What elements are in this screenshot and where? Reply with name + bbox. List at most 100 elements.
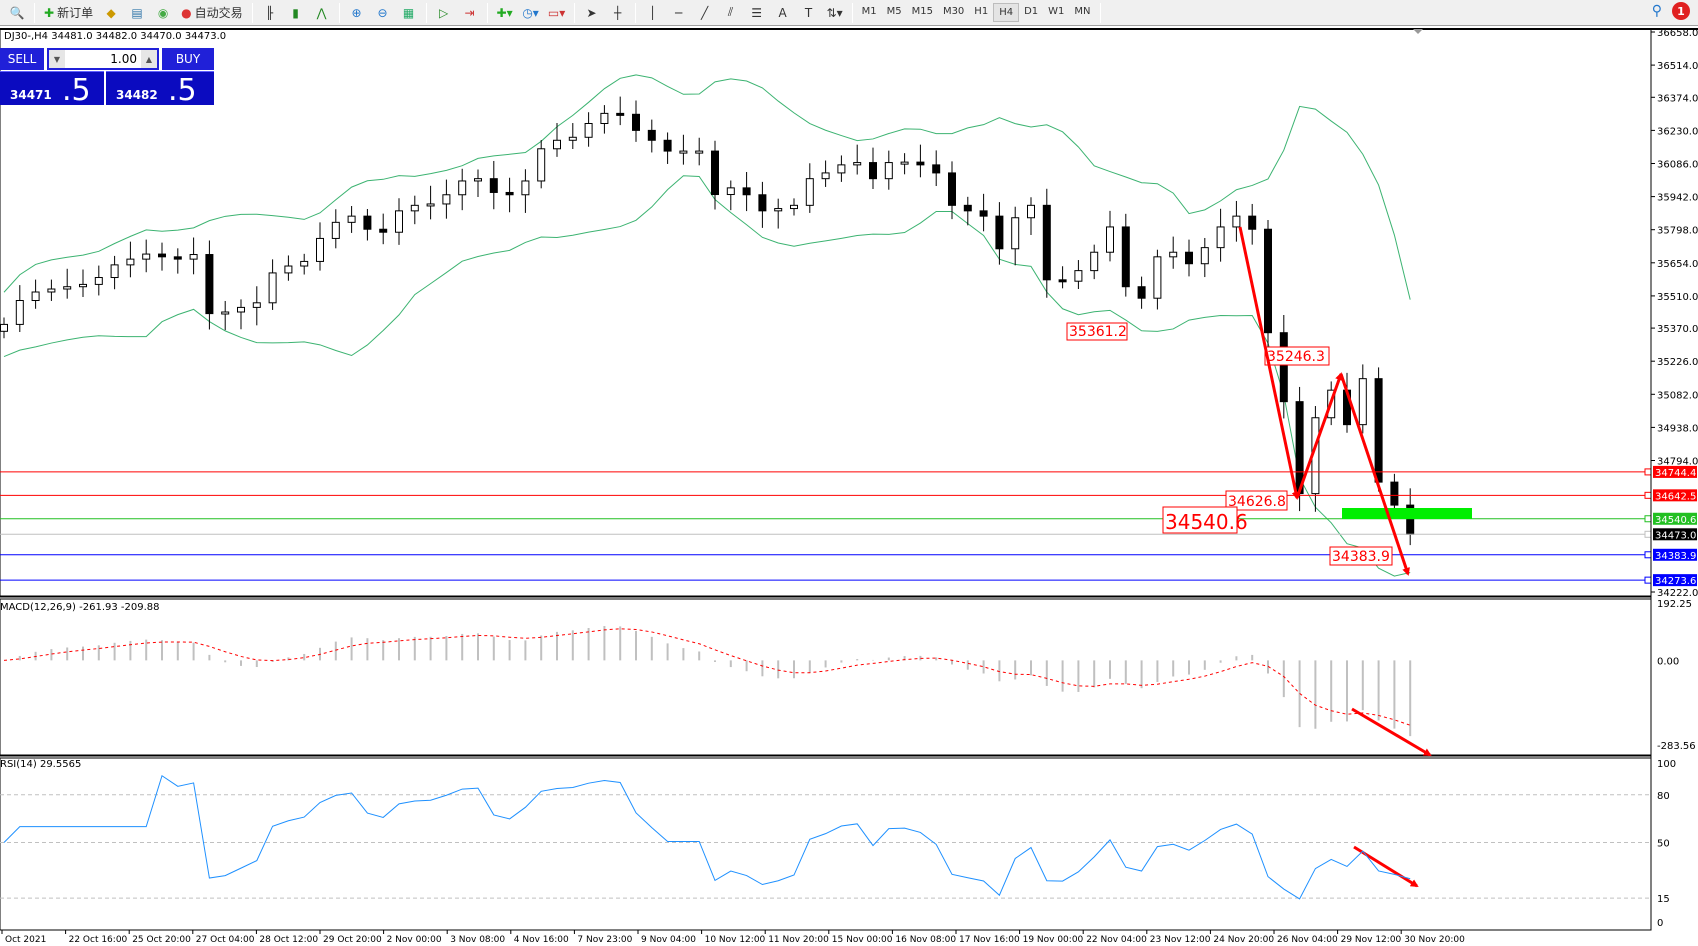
candle (173, 248, 182, 274)
candle-body (1011, 217, 1020, 250)
one-click-trading-panel: SELL ▼ 1.00 ▲ BUY 34471 .5 34482 .5 (0, 48, 214, 108)
candle (221, 300, 230, 331)
sell-button[interactable]: SELL (0, 48, 44, 70)
bar-chart-icon[interactable]: ╟ (265, 5, 274, 20)
text-icon[interactable]: A (778, 5, 787, 20)
periods-icon[interactable]: ◷▾ (522, 5, 539, 20)
auto-trading-button[interactable]: ● 自动交易 (178, 2, 246, 24)
candle-body (268, 272, 277, 304)
candle-body (1042, 204, 1051, 281)
signals-icon[interactable]: ◉ (157, 5, 169, 20)
time-label: 28 Oct 12:00 (259, 935, 318, 945)
rsi-tick-label: 80 (1657, 791, 1670, 802)
rsi-tick-label: 100 (1657, 759, 1676, 770)
price-tick-label: 35942.0 (1657, 193, 1698, 204)
rsi-line (3, 774, 1411, 900)
candle-body (853, 162, 862, 166)
candle-body (1200, 247, 1209, 265)
increase-lots-button[interactable]: ▲ (141, 50, 157, 68)
price-tick-label: 34222.0 (1657, 588, 1698, 599)
buy-price[interactable]: 34482 .5 (106, 71, 214, 108)
time-label: 10 Nov 12:00 (705, 935, 766, 945)
timeframe-m5[interactable]: M5 (886, 6, 902, 17)
time-label: 23 Nov 12:00 (1150, 935, 1211, 945)
candle-body (1058, 279, 1067, 283)
candle (1106, 210, 1114, 262)
level-handle (1644, 515, 1652, 523)
zoom-out-icon[interactable]: ⊖ (377, 5, 388, 20)
timeframe-m1[interactable]: M1 (861, 6, 877, 17)
level-price-tag (1653, 528, 1697, 541)
auto-scroll-icon[interactable]: ▷ (438, 5, 449, 20)
candle (15, 285, 24, 332)
candle-body (916, 161, 925, 166)
candle (774, 198, 783, 229)
time-label: 25 Oct 20:00 (132, 935, 191, 945)
lot-size-value[interactable]: 1.00 (110, 52, 137, 66)
timeframe-m30[interactable]: M30 (942, 6, 965, 17)
candle-body (205, 254, 214, 315)
timeframe-w1[interactable]: W1 (1048, 6, 1065, 17)
vertical-line-icon[interactable]: │ (648, 5, 657, 20)
candle-body (1185, 251, 1193, 265)
rsi-tick-label: 50 (1657, 839, 1670, 850)
price-annotation-label: 34540.6 (1165, 510, 1248, 534)
candle (711, 140, 719, 210)
candle (110, 255, 119, 290)
candle (995, 202, 1004, 265)
timeframe-h1[interactable]: H1 (974, 6, 989, 17)
horizontal-line-icon[interactable]: ─ (674, 5, 683, 20)
candle-body (221, 311, 230, 315)
candle-body (110, 264, 119, 279)
decrease-lots-button[interactable]: ▼ (49, 50, 65, 68)
indicators-icon[interactable]: ✚▾ (496, 5, 513, 20)
timeframe-m15[interactable]: M15 (911, 6, 933, 17)
candle (1248, 203, 1257, 245)
new-order-button[interactable]: ✚ 新订单 (41, 2, 96, 24)
buy-button[interactable]: BUY (162, 48, 214, 70)
zoom-in-icon[interactable]: ⊕ (351, 5, 362, 20)
notification-badge[interactable]: 1 (1672, 2, 1690, 20)
candle-body (489, 178, 498, 193)
candle-body (1216, 226, 1225, 249)
cursor-icon[interactable]: ➤ (586, 5, 597, 20)
candle (1153, 249, 1162, 310)
price-tick-label: 34794.0 (1657, 457, 1698, 468)
chart-canvas[interactable]: 36658.0 36514.0 36374.0 36230.0 36086.0 35942… (0, 28, 1698, 946)
crosshair-icon[interactable]: ┼ (613, 5, 622, 20)
fibonacci-icon[interactable]: ☰ (751, 5, 762, 20)
candle (205, 240, 214, 330)
timeframe-d1[interactable]: D1 (1024, 6, 1039, 17)
candle-body (1374, 378, 1383, 483)
rsi-trend-arrow (1353, 845, 1419, 888)
candle-body (679, 150, 688, 154)
price-tick-label: 34938.0 (1657, 423, 1698, 434)
trendline-icon[interactable]: ╱ (700, 5, 709, 20)
templates-icon[interactable]: ▭▾ (547, 5, 566, 20)
tile-windows-icon[interactable]: ▦ (402, 5, 415, 20)
candle-body (189, 254, 198, 260)
chart-window[interactable]: 36658.0 36514.0 36374.0 36230.0 36086.0 35942… (0, 28, 1698, 946)
search-icon[interactable]: ⚲ (1651, 3, 1662, 19)
chart-shift-icon[interactable]: ⇥ (464, 5, 475, 20)
market-watch-icon[interactable]: ◆ (106, 5, 116, 20)
candle-body (15, 300, 24, 325)
line-chart-icon[interactable]: ⋀ (316, 5, 327, 20)
candle (426, 185, 435, 220)
sell-price[interactable]: 34471 .5 (0, 71, 104, 108)
text-label-icon[interactable]: T (804, 5, 813, 20)
lot-size-input[interactable]: ▼ 1.00 ▲ (47, 48, 159, 70)
separator (1099, 2, 1101, 23)
candle-body (1248, 215, 1257, 230)
candle (284, 255, 293, 281)
candle-body (742, 187, 751, 196)
candle (47, 279, 56, 301)
price-tick-label: 35226.0 (1657, 357, 1698, 368)
arrows-icon[interactable]: ⇅▾ (826, 5, 843, 20)
timeframe-h4[interactable]: H4 (993, 3, 1020, 22)
navigator-icon[interactable]: ▤ (131, 5, 143, 20)
equidistant-channel-icon[interactable]: ⫽ (727, 5, 734, 19)
timeframe-mn[interactable]: MN (1074, 6, 1091, 17)
candlestick-icon[interactable]: ▮ (292, 5, 299, 20)
search-icon[interactable]: 🔍 (9, 5, 25, 20)
